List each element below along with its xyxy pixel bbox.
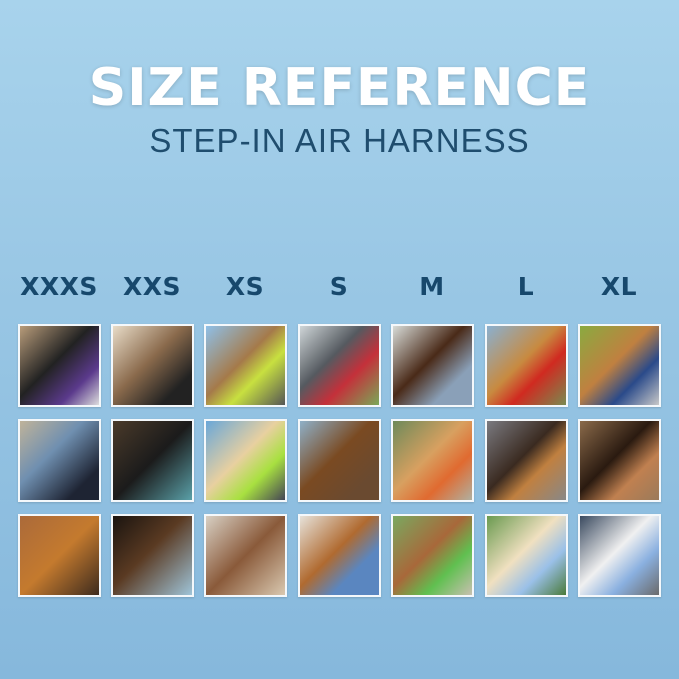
pet-photo-l-1 xyxy=(485,324,568,407)
pet-photo-xl-3 xyxy=(578,514,661,597)
pet-photo-s-3 xyxy=(298,514,381,597)
size-label-xs: XS xyxy=(225,272,265,301)
pet-photo-s-1 xyxy=(298,324,381,407)
pet-photo-xxs-3 xyxy=(111,514,194,597)
page-title: SIZE REFERENCE xyxy=(88,58,591,118)
pet-photo-xs-3 xyxy=(204,514,287,597)
pet-photo-l-2 xyxy=(485,419,568,502)
pet-photo-xs-1 xyxy=(204,324,287,407)
pet-photo-m-1 xyxy=(391,324,474,407)
pet-photo-xl-2 xyxy=(578,419,661,502)
pet-photo-xxxs-2 xyxy=(18,419,101,502)
pet-photo-xxxs-1 xyxy=(18,324,101,407)
pet-photo-l-3 xyxy=(485,514,568,597)
pet-photo-xs-2 xyxy=(204,419,287,502)
pet-photo-xxs-2 xyxy=(111,419,194,502)
size-label-m: M xyxy=(419,272,445,301)
pet-photo-xxxs-3 xyxy=(18,514,101,597)
size-label-l: L xyxy=(517,272,535,301)
pet-photo-s-2 xyxy=(298,419,381,502)
size-label-xxs: XXS xyxy=(122,272,182,301)
page-subtitle: STEP-IN AIR HARNESS xyxy=(149,122,530,159)
pet-photo-xxs-1 xyxy=(111,324,194,407)
size-label-xl: XL xyxy=(600,272,638,301)
size-label-xxxs: XXXS xyxy=(20,272,98,301)
size-label-s: S xyxy=(329,272,349,301)
pet-photo-m-2 xyxy=(391,419,474,502)
pet-photo-xl-1 xyxy=(578,324,661,407)
pet-photo-m-3 xyxy=(391,514,474,597)
